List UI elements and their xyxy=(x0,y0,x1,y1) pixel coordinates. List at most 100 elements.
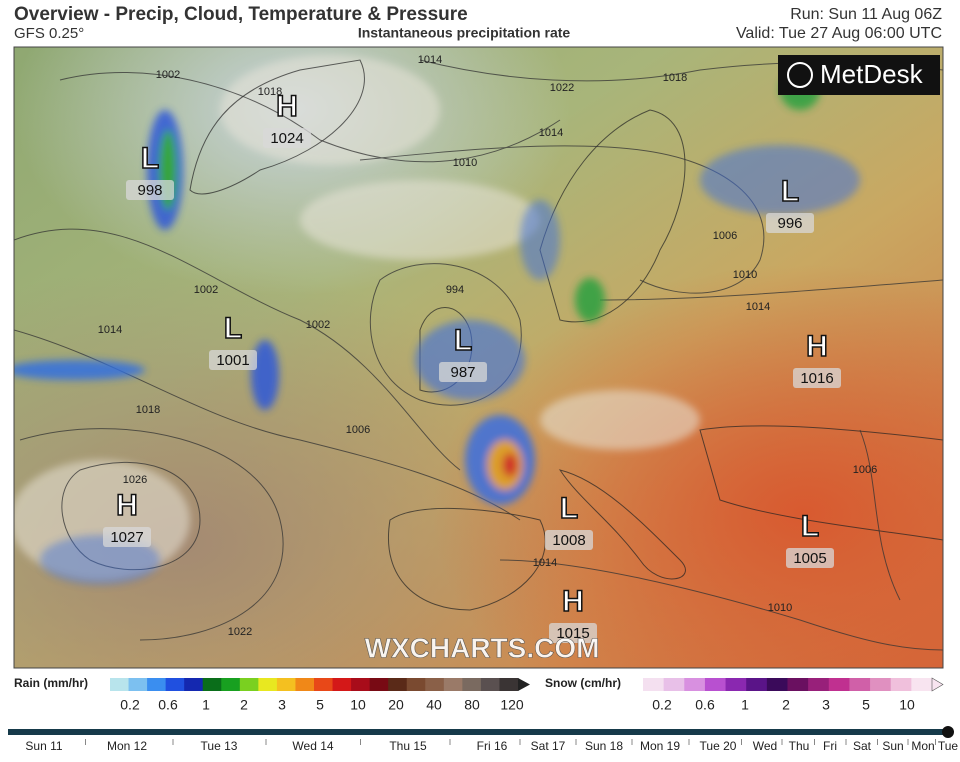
snow-tick-label: 5 xyxy=(862,697,870,713)
snow-swatch xyxy=(787,678,809,691)
snow-tick-label: 1 xyxy=(741,697,749,713)
isobar-label: 1006 xyxy=(713,230,737,242)
snow-tick-label: 0.6 xyxy=(695,697,715,713)
center-box xyxy=(793,368,841,388)
center-box xyxy=(263,128,311,148)
center-pressure: 998 xyxy=(137,182,162,199)
rain-swatch xyxy=(462,678,482,691)
isobar-label: 1010 xyxy=(453,157,477,169)
logo-icon xyxy=(787,62,813,88)
center-box xyxy=(126,180,174,200)
timeline-day[interactable]: Sun xyxy=(882,739,903,753)
snow-swatch xyxy=(684,678,706,691)
center-type: H xyxy=(806,330,828,363)
rain-swatch xyxy=(165,678,185,691)
isobar-label: 1014 xyxy=(98,324,122,336)
center-pressure: 1016 xyxy=(800,370,833,387)
isobar-label: 1014 xyxy=(746,301,770,313)
timeline-day[interactable]: Fri 16 xyxy=(477,739,508,753)
timeline-day[interactable]: Sun 18 xyxy=(585,739,623,753)
timeline-day[interactable]: Thu xyxy=(789,739,810,753)
isobar-label: 1006 xyxy=(346,424,370,436)
rain-tick-label: 20 xyxy=(388,697,404,713)
center-box xyxy=(786,548,834,568)
snow-tick-label: 3 xyxy=(822,697,830,713)
center-type: H xyxy=(276,90,298,123)
rain-tick-label: 1 xyxy=(202,697,210,713)
rain-colorbar: 0.2 0.6 1 2 3 5 10 20 40 80 120 xyxy=(110,678,530,713)
isobar-label: 1022 xyxy=(550,82,574,94)
map: 1002 1018 1014 1022 1014 1010 1018 1006 1010 1014… xyxy=(14,47,943,668)
pressure-center: H 1027 xyxy=(103,488,151,547)
rain-swatch xyxy=(314,678,334,691)
isobar-label: 1002 xyxy=(156,69,180,81)
isobar-label: 994 xyxy=(446,284,464,296)
isobar-label: 1014 xyxy=(533,557,557,569)
pressure-center: L 1005 xyxy=(786,509,834,568)
timeline-day[interactable]: Thu 15 xyxy=(389,739,427,753)
rain-tick-label: 0.6 xyxy=(158,697,178,713)
rain-swatch xyxy=(147,678,167,691)
snow-tick-label: 10 xyxy=(899,697,915,713)
center-pressure: 1024 xyxy=(270,130,303,147)
watermark: WXCHARTS.COM xyxy=(365,632,600,663)
snow-swatch xyxy=(725,678,747,691)
center-type: H xyxy=(116,489,138,522)
center-type: H xyxy=(562,585,584,618)
logo: MetDesk xyxy=(820,59,924,89)
rain-swatch xyxy=(221,678,241,691)
rain-tick-label: 2 xyxy=(240,697,248,713)
timeline-day[interactable]: Wed xyxy=(753,739,777,753)
rain-tick-label: 40 xyxy=(426,697,442,713)
model: GFS 0.25° xyxy=(14,25,84,42)
rain-tick-label: 3 xyxy=(278,697,286,713)
timeline-day[interactable]: Sat 17 xyxy=(531,739,566,753)
isobar-label: 1014 xyxy=(418,54,442,66)
isobar-label: 1018 xyxy=(663,72,687,84)
timeline-day[interactable]: Tue xyxy=(938,739,959,753)
timeline-day[interactable]: Wed 14 xyxy=(292,739,333,753)
center-pressure: 996 xyxy=(777,215,802,232)
isobar-label: 1018 xyxy=(136,404,160,416)
timeline-day[interactable]: Sat xyxy=(853,739,872,753)
timeline-day[interactable]: Mon 12 xyxy=(107,739,147,753)
timeline-day[interactable]: Mon xyxy=(911,739,934,753)
center-type: L xyxy=(781,175,799,208)
rain-swatch xyxy=(351,678,371,691)
rain-swatch xyxy=(295,678,315,691)
timeline-day[interactable]: Mon 19 xyxy=(640,739,680,753)
isobar-label: 1010 xyxy=(733,269,757,281)
snow-swatch xyxy=(746,678,768,691)
pressure-center: L 987 xyxy=(439,323,487,382)
snow-swatch xyxy=(890,678,912,691)
snow-swatch xyxy=(870,678,892,691)
center-type: L xyxy=(224,312,242,345)
timeline-day[interactable]: Tue 13 xyxy=(201,739,238,753)
snow-swatch xyxy=(704,678,727,691)
timeline-day[interactable]: Tue 20 xyxy=(700,739,737,753)
isobar-label: 1006 xyxy=(853,464,877,476)
timeline-day[interactable]: Sun 11 xyxy=(25,739,62,753)
isobar-label: 1026 xyxy=(123,474,147,486)
rain-swatch xyxy=(443,678,463,691)
rain-tick-label: 5 xyxy=(316,697,324,713)
center-pressure: 987 xyxy=(450,364,475,381)
map-frame xyxy=(13,46,944,669)
timeline-day[interactable]: Fri xyxy=(823,739,837,753)
snow-tick-label: 0.2 xyxy=(652,697,672,713)
center-type: L xyxy=(560,492,578,525)
snow-label: Snow (cm/hr) xyxy=(545,676,621,690)
pressure-center: H 1015 xyxy=(549,584,597,643)
isobar-label: 1002 xyxy=(306,319,330,331)
timeline-handle[interactable] xyxy=(942,726,954,738)
rain-swatch xyxy=(499,678,519,691)
center-pressure: 1001 xyxy=(216,352,249,369)
center-type: L xyxy=(141,142,159,175)
center-box xyxy=(103,527,151,547)
snow-swatch xyxy=(663,678,685,691)
snow-swatch xyxy=(766,678,788,691)
rain-swatch xyxy=(184,678,204,691)
snow-tick-label: 2 xyxy=(782,697,790,713)
subtitle: Instantaneous precipitation rate xyxy=(358,25,571,41)
isobar-label: 1022 xyxy=(228,626,252,638)
